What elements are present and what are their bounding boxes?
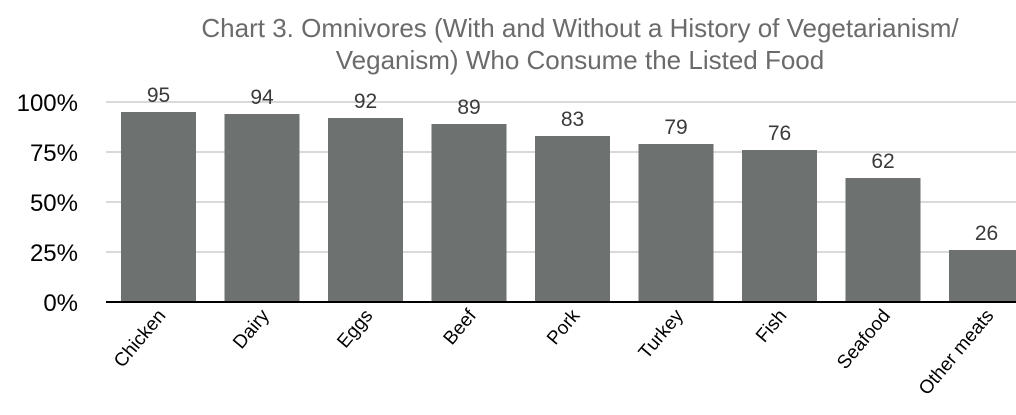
chart-title: Chart 3. Omnivores (With and Without a H… (140, 12, 1016, 76)
category-label: Dairy (229, 305, 274, 353)
chart-title-line-2: Veganism) Who Consume the Listed Food (335, 45, 825, 75)
chart-title-line-1: Chart 3. Omnivores (With and Without a H… (201, 13, 959, 43)
data-label: 76 (768, 122, 791, 145)
bar (535, 136, 610, 302)
bar (638, 144, 714, 302)
bar (224, 114, 300, 302)
category-label: Chicken (110, 306, 170, 372)
data-label: 79 (664, 116, 687, 139)
data-label: 95 (147, 84, 170, 107)
data-label: 89 (457, 96, 480, 119)
y-tick-label: 75% (30, 140, 78, 167)
y-tick-label: 50% (30, 190, 78, 217)
bar (121, 112, 196, 302)
data-label: 26 (975, 222, 998, 245)
data-label: 92 (354, 90, 377, 113)
category-label: Eggs (333, 306, 377, 353)
data-label: 83 (561, 108, 584, 131)
category-label: Pork (543, 305, 585, 349)
y-tick-label: 100% (17, 90, 78, 117)
category-label: Turkey (635, 305, 688, 363)
data-label: 94 (250, 86, 274, 109)
y-tick-label: 0% (43, 290, 78, 317)
bar (742, 150, 817, 302)
category-label: Fish (752, 306, 791, 347)
category-label: Beef (440, 305, 482, 349)
bar (949, 250, 1016, 302)
category-label: Other meats (915, 306, 998, 400)
category-label: Seafood (833, 306, 895, 374)
bar (328, 118, 403, 302)
y-tick-label: 25% (30, 240, 78, 267)
bar (845, 178, 921, 302)
bar (431, 124, 507, 302)
data-label: 62 (871, 150, 894, 173)
